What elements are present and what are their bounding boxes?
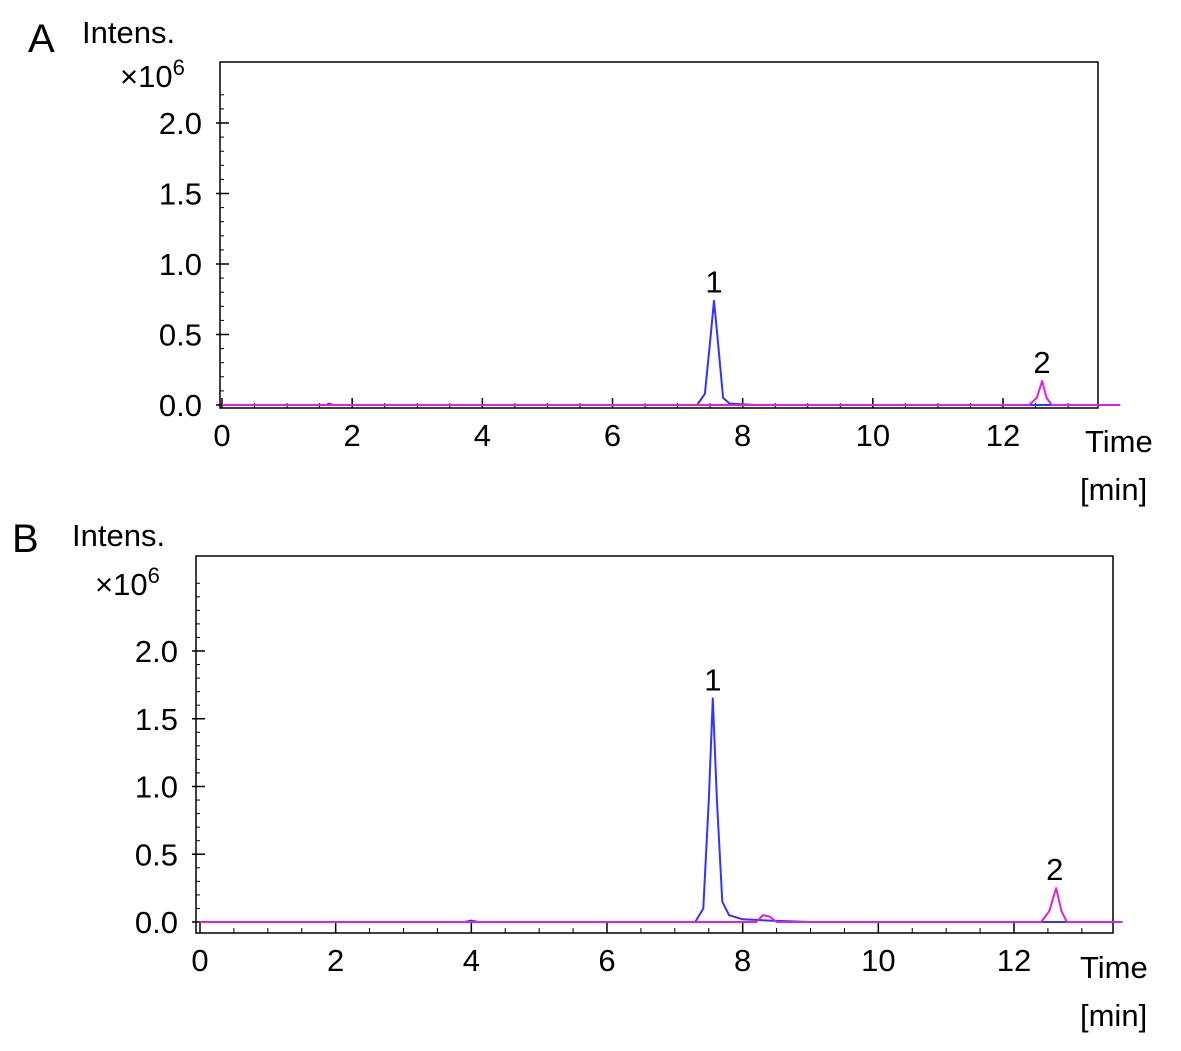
x-tick-label: 8	[734, 943, 751, 978]
y-multiplier-exponent: 6	[148, 563, 160, 588]
x-tick-label: 6	[598, 943, 615, 978]
y-tick-label: 2.0	[135, 634, 178, 669]
y-axis-label: Intens.	[72, 518, 165, 553]
y-axis-label: Intens.	[82, 15, 175, 50]
x-tick-label: 12	[986, 418, 1020, 453]
series-line-1	[200, 697, 1123, 923]
x-tick-label: 8	[734, 418, 751, 453]
peak-label-1: 1	[704, 662, 721, 697]
y-tick-label: 0.5	[159, 318, 202, 353]
y-tick-label: 2.0	[159, 106, 202, 141]
plot-frame	[219, 61, 1099, 409]
plot-layer: 0 2 4 6 8 10 120.00.51.01.52.012	[135, 582, 1123, 978]
x-tick-label: 10	[856, 418, 890, 453]
x-axis-label-line2: [min]	[1080, 998, 1147, 1033]
y-multiplier-base: ×10	[95, 567, 148, 602]
x-tick-label: 0	[213, 418, 230, 453]
series-line-2	[222, 380, 1121, 406]
panel-a: A Intens. ×106 0 2 4 6 8 10 120.00.51.01.52.01…	[28, 15, 1153, 507]
y-multiplier: ×106	[95, 563, 160, 602]
x-tick-label: 12	[997, 943, 1031, 978]
y-tick-label: 1.5	[159, 177, 202, 212]
x-tick-label: 4	[463, 943, 480, 978]
plot-frame	[195, 555, 1114, 934]
panel-label: A	[28, 17, 55, 61]
y-tick-label: 1.5	[135, 702, 178, 737]
x-tick-label: 2	[327, 943, 344, 978]
x-axis-label-line2: [min]	[1080, 472, 1147, 507]
y-multiplier: ×106	[120, 55, 185, 94]
peak-label-2: 2	[1046, 852, 1063, 887]
plot-layer: 0 2 4 6 8 10 120.00.51.01.52.012	[159, 94, 1121, 453]
x-axis-label-line1: Time	[1080, 950, 1148, 985]
x-tick-label: 10	[861, 943, 895, 978]
peak-label-2: 2	[1033, 345, 1050, 380]
x-tick-label: 6	[604, 418, 621, 453]
y-multiplier-exponent: 6	[173, 55, 185, 80]
y-tick-label: 0.0	[135, 905, 178, 940]
series-line-1	[222, 299, 1121, 406]
panel-label: B	[12, 517, 39, 561]
y-tick-label: 1.0	[159, 247, 202, 282]
y-tick-label: 0.0	[159, 388, 202, 423]
panel-b: B Intens. ×106 0 2 4 6 8 10 120.00.51.01.52.01…	[12, 517, 1148, 1033]
series-line-2	[200, 887, 1123, 923]
y-tick-label: 1.0	[135, 770, 178, 805]
x-axis-label-line1: Time	[1085, 424, 1153, 459]
x-tick-label: 4	[474, 418, 491, 453]
peak-label-1: 1	[705, 265, 722, 300]
x-tick-label: 0	[191, 943, 208, 978]
x-tick-label: 2	[344, 418, 361, 453]
y-tick-label: 0.5	[135, 837, 178, 872]
y-multiplier-base: ×10	[120, 59, 173, 94]
